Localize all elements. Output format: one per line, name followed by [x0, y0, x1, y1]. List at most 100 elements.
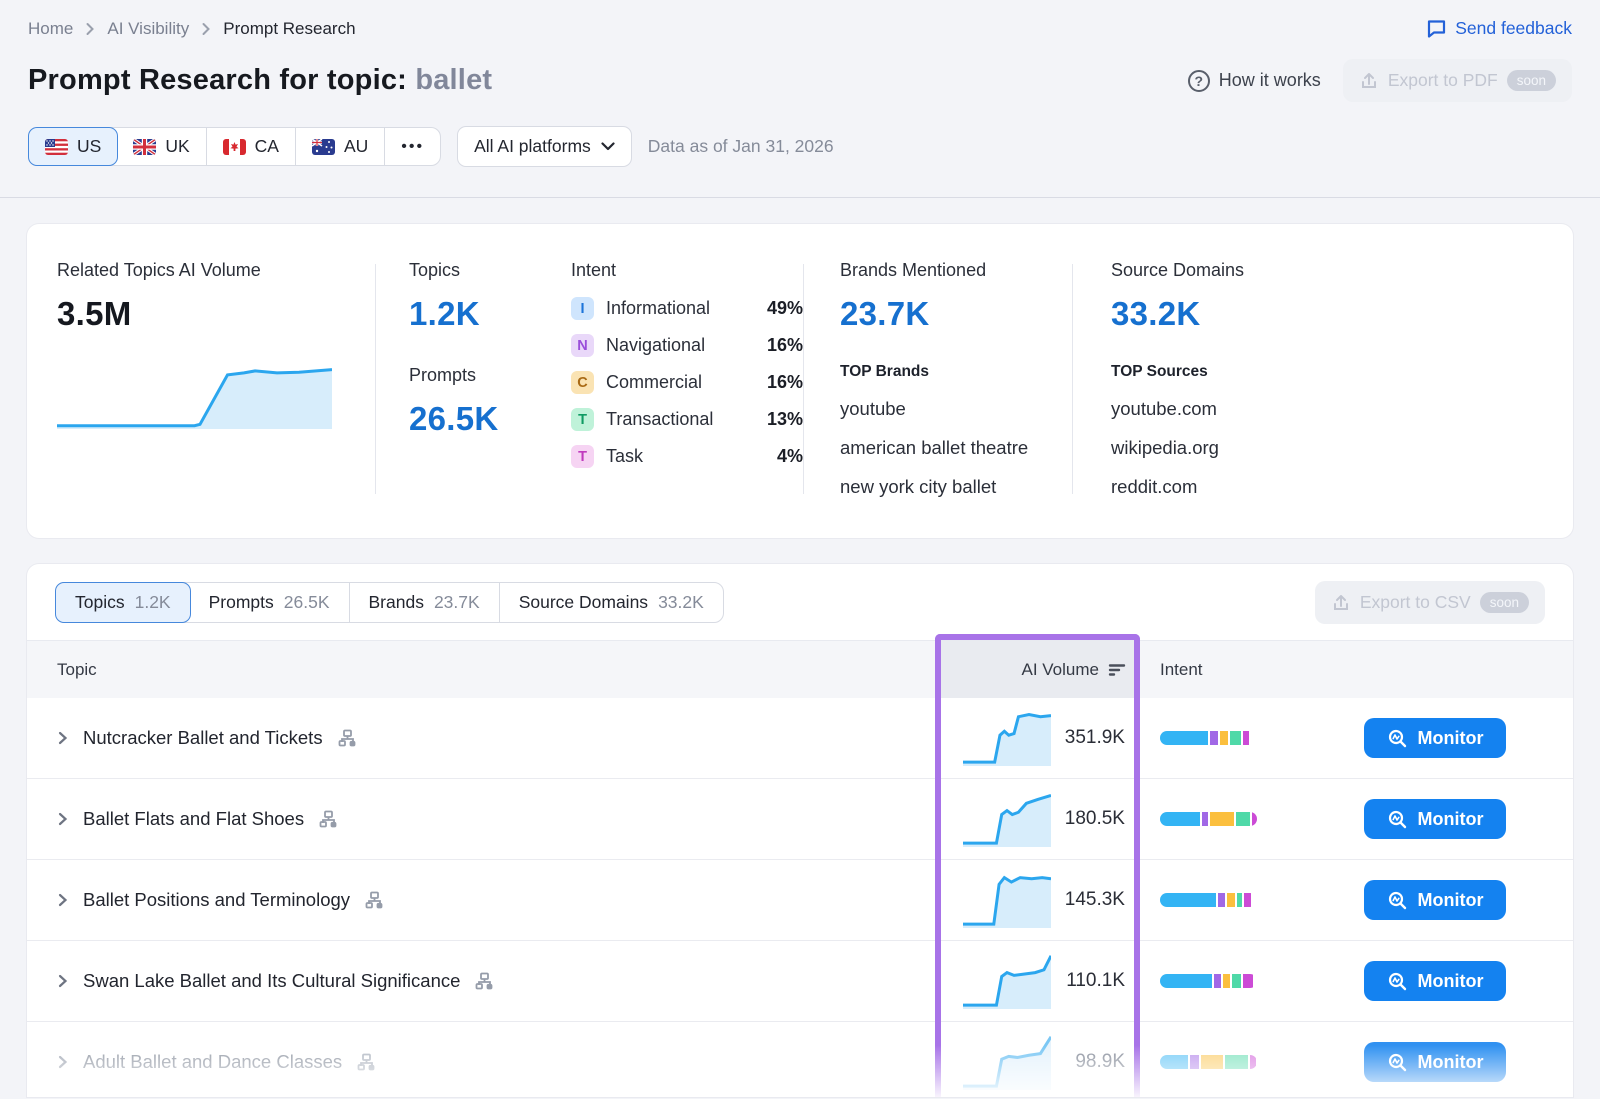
export-csv-button[interactable]: Export to CSV soon [1315, 581, 1545, 624]
monitor-button[interactable]: Monitor [1364, 880, 1506, 920]
monitor-button[interactable]: Monitor [1364, 1042, 1506, 1082]
brands-mentioned-value: 23.7K [840, 295, 1072, 333]
export-pdf-button[interactable]: Export to PDF soon [1343, 59, 1572, 102]
expand-chevron-icon[interactable] [57, 1054, 68, 1070]
source-item: youtube.com [1111, 398, 1244, 420]
breadcrumb-ai-visibility[interactable]: AI Visibility [107, 19, 189, 39]
table-header-row: Topic AI Volume Intent [27, 640, 1573, 698]
tab-prompts[interactable]: Prompts26.5K [190, 583, 350, 622]
sort-descending-icon [1108, 663, 1126, 677]
tab-brands[interactable]: Brands23.7K [350, 583, 500, 622]
ai-volume-value: 351.9K [1063, 727, 1125, 749]
topic-name: ballet [415, 64, 492, 96]
monitor-label: Monitor [1418, 890, 1484, 911]
subtopics-icon[interactable] [357, 1053, 376, 1071]
au-flag-icon [312, 139, 335, 155]
chevron-right-icon [201, 22, 211, 36]
page-title: Prompt Research for topic: ballet [28, 64, 492, 97]
topic-name[interactable]: Nutcracker Ballet and Tickets [83, 727, 323, 749]
expand-chevron-icon[interactable] [57, 730, 68, 746]
topic-name[interactable]: Swan Lake Ballet and Its Cultural Signif… [83, 970, 460, 992]
intent-distribution-bar [1160, 893, 1257, 907]
top-sources-label: TOP Sources [1111, 363, 1244, 381]
intent-distribution-bar [1160, 812, 1257, 826]
ai-platforms-dropdown[interactable]: All AI platforms [457, 126, 632, 167]
chevron-right-icon [85, 22, 95, 36]
export-pdf-label: Export to PDF [1388, 70, 1498, 91]
ai-volume-sparkline [963, 953, 1051, 1009]
related-topics-trend-chart [57, 363, 332, 429]
table-tabs: Topics1.2K Prompts26.5K Brands23.7K Sour… [55, 582, 724, 623]
send-feedback-label: Send feedback [1455, 18, 1572, 39]
monitor-magnifier-icon [1387, 809, 1408, 830]
source-domains-value: 33.2K [1111, 295, 1244, 333]
table-row: Ballet Positions and Terminology 145.3K … [27, 860, 1573, 941]
uk-flag-icon [133, 139, 156, 155]
expand-chevron-icon[interactable] [57, 892, 68, 908]
topics-value: 1.2K [409, 295, 571, 333]
topic-name[interactable]: Ballet Flats and Flat Shoes [83, 808, 304, 830]
country-label: UK [165, 136, 189, 157]
country-tab-ca[interactable]: CA [207, 128, 296, 165]
tab-topics[interactable]: Topics1.2K [55, 582, 191, 623]
how-it-works-link[interactable]: ? How it works [1188, 70, 1321, 92]
topic-name[interactable]: Ballet Positions and Terminology [83, 889, 350, 911]
breadcrumb-current: Prompt Research [223, 19, 355, 39]
intent-item-task: T Task 4% [571, 445, 803, 468]
monitor-button[interactable]: Monitor [1364, 718, 1506, 758]
tab-count: 1.2K [135, 592, 171, 613]
expand-chevron-icon[interactable] [57, 811, 68, 827]
intent-item-commercial: C Commercial 16% [571, 371, 803, 394]
monitor-magnifier-icon [1387, 890, 1408, 911]
subtopics-icon[interactable] [365, 891, 384, 909]
intent-pct: 16% [767, 335, 803, 356]
subtopics-icon[interactable] [319, 810, 338, 828]
ai-volume-sparkline [963, 791, 1051, 847]
monitor-magnifier-icon [1387, 728, 1408, 749]
top-brands-label: TOP Brands [840, 363, 1072, 381]
monitor-label: Monitor [1418, 728, 1484, 749]
ai-platforms-value: All AI platforms [474, 136, 591, 157]
monitor-button[interactable]: Monitor [1364, 961, 1506, 1001]
column-header-topic[interactable]: Topic [27, 660, 935, 680]
feedback-bubble-icon [1426, 18, 1447, 39]
brands-mentioned-label: Brands Mentioned [840, 260, 1072, 281]
ai-volume-sparkline [963, 710, 1051, 766]
expand-chevron-icon[interactable] [57, 973, 68, 989]
ai-volume-sparkline [963, 1034, 1051, 1090]
country-tab-uk[interactable]: UK [117, 128, 206, 165]
send-feedback-link[interactable]: Send feedback [1426, 18, 1572, 39]
intent-pct: 49% [767, 298, 803, 319]
intent-distribution-bar [1160, 731, 1257, 745]
upload-icon [1359, 71, 1379, 91]
country-label: AU [344, 136, 368, 157]
ai-volume-value: 145.3K [1063, 889, 1125, 911]
topic-name[interactable]: Adult Ballet and Dance Classes [83, 1051, 342, 1073]
monitor-button[interactable]: Monitor [1364, 799, 1506, 839]
tab-count: 26.5K [284, 592, 330, 613]
related-topics-label: Related Topics AI Volume [57, 260, 347, 281]
intent-item-informational: I Informational 49% [571, 297, 803, 320]
monitor-magnifier-icon [1387, 971, 1408, 992]
subtopics-icon[interactable] [338, 729, 357, 747]
country-label: US [77, 136, 101, 157]
navigational-badge-icon: N [571, 334, 594, 357]
country-tab-au[interactable]: AU [296, 128, 385, 165]
us-flag-icon [45, 139, 68, 155]
ai-volume-sparkline [963, 872, 1051, 928]
breadcrumb-home[interactable]: Home [28, 19, 73, 39]
column-header-ai-volume[interactable]: AI Volume [935, 641, 1140, 698]
topics-label: Topics [409, 260, 571, 281]
tab-source-domains[interactable]: Source Domains33.2K [500, 583, 723, 622]
more-countries-button[interactable]: ••• [385, 128, 440, 165]
soon-badge: soon [1507, 70, 1556, 91]
commercial-badge-icon: C [571, 371, 594, 394]
subtopics-icon[interactable] [475, 972, 494, 990]
table-row: Swan Lake Ballet and Its Cultural Signif… [27, 941, 1573, 1022]
tab-count: 23.7K [434, 592, 480, 613]
column-header-intent[interactable]: Intent [1140, 660, 1364, 680]
top-brands-list: youtube american ballet theatre new york… [840, 398, 1072, 498]
country-tab-us[interactable]: US [28, 127, 118, 166]
table-row: Nutcracker Ballet and Tickets 351.9K Mon… [27, 698, 1573, 779]
ai-volume-value: 110.1K [1063, 970, 1125, 992]
